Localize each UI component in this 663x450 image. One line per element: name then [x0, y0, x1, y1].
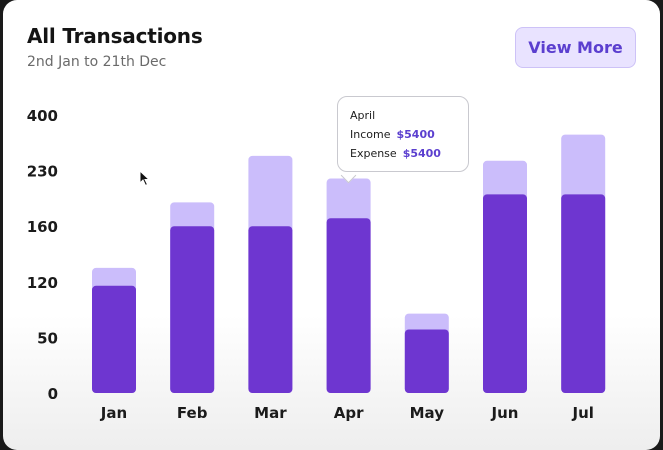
view-more-button[interactable]: View More: [515, 27, 636, 68]
card-title: All Transactions: [27, 24, 203, 48]
expense-bar-mar[interactable]: [248, 226, 293, 393]
tooltip-expense-row: Expense $5400: [350, 144, 456, 163]
expense-bar-feb[interactable]: [170, 226, 215, 393]
bars: [92, 134, 606, 393]
y-tick-label: 400: [27, 107, 58, 125]
expense-bar-may[interactable]: [404, 329, 449, 393]
expense-bar-jan[interactable]: [92, 285, 136, 393]
expense-bar-apr[interactable]: [326, 218, 371, 393]
tooltip-income-label: Income: [350, 128, 391, 141]
y-tick-label: 50: [37, 329, 58, 347]
tooltip-income-row: Income $5400: [350, 125, 456, 144]
x-tick-label: Apr: [334, 404, 364, 422]
x-tick-label: Jul: [571, 404, 593, 422]
y-tick-label: 0: [48, 385, 58, 403]
x-tick-label: Mar: [254, 404, 287, 422]
y-tick-label: 120: [27, 274, 58, 292]
tooltip-income-value: $5400: [396, 128, 435, 141]
y-tick-label: 230: [27, 163, 58, 181]
x-tick-label: Feb: [177, 404, 208, 422]
chart-tooltip: April Income $5400 Expense $5400: [337, 96, 469, 172]
mouse-cursor-icon: [139, 170, 151, 187]
x-tick-label: Jan: [100, 404, 127, 422]
y-axis: 0 50 120 160 230 400: [27, 107, 58, 403]
x-tick-label: Jun: [491, 404, 519, 422]
date-range-subtitle: 2nd Jan to 21th Dec: [27, 54, 167, 70]
tooltip-month: April: [350, 109, 376, 122]
tooltip-expense-label: Expense: [350, 147, 397, 160]
tooltip-expense-value: $5400: [402, 147, 441, 160]
x-tick-label: May: [410, 404, 445, 422]
x-axis: Jan Feb Mar Apr May Jun Jul: [100, 404, 594, 422]
y-tick-label: 160: [27, 218, 58, 236]
expense-bar-jun[interactable]: [483, 194, 527, 393]
expense-bar-jul[interactable]: [561, 194, 606, 393]
